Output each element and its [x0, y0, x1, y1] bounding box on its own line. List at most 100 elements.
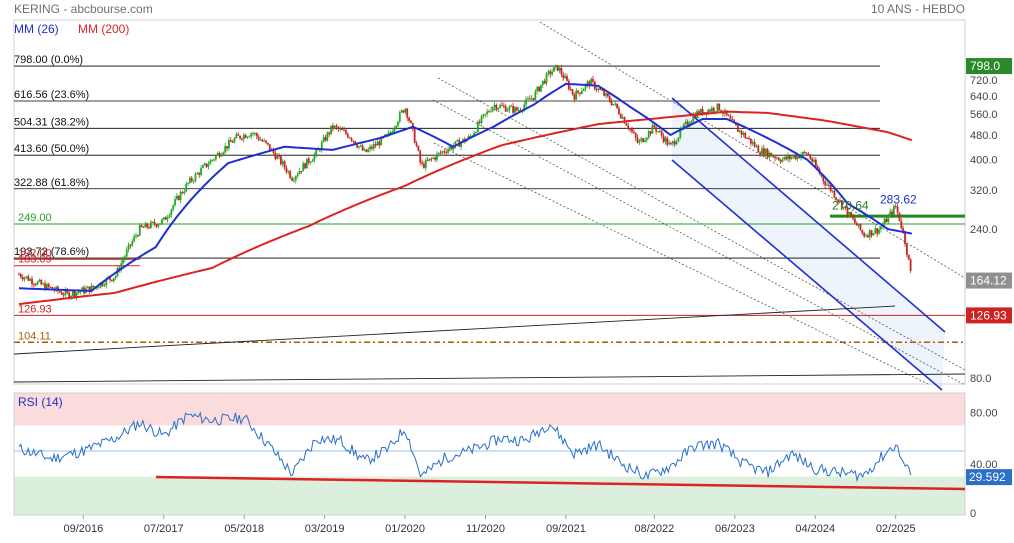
candle-body: [29, 278, 32, 281]
candle-body: [540, 84, 542, 92]
candle-body: [876, 228, 879, 234]
candle-body: [499, 105, 502, 108]
candle-body: [874, 228, 877, 234]
candle-body: [88, 286, 91, 293]
candle-body: [699, 108, 702, 115]
candle-body: [716, 103, 719, 112]
legend-mm26: MM (26): [14, 22, 59, 36]
candle-body: [125, 249, 128, 257]
candle-body: [785, 156, 788, 160]
candle-body: [172, 205, 175, 210]
candle-body: [324, 137, 327, 141]
candle-body: [60, 292, 63, 295]
candle-body: [170, 209, 173, 215]
candle-body: [257, 136, 260, 140]
candle-body: [805, 152, 808, 154]
candle-body: [410, 120, 412, 123]
x-axis-tick: 07/2017: [144, 523, 184, 535]
candle-body: [90, 285, 93, 293]
candle-body: [751, 142, 754, 144]
candle-body: [803, 151, 806, 153]
candle-body: [443, 151, 446, 153]
candle-body: [566, 76, 568, 81]
candle-body: [865, 235, 867, 237]
candle-body: [237, 134, 240, 136]
support-label: 192.00: [18, 247, 52, 259]
candle-body: [168, 214, 171, 218]
candle-body: [110, 279, 113, 282]
candle-body: [356, 144, 358, 148]
trend-channel-dashed: [437, 77, 966, 371]
candle-body: [900, 221, 903, 229]
candle-body: [25, 276, 28, 278]
candle-body: [668, 142, 671, 145]
candle-body: [404, 108, 407, 113]
candle-body: [662, 135, 665, 142]
fibonacci-label: 798.00 (0.0%): [14, 54, 83, 66]
candle-body: [430, 158, 433, 160]
rsi-line: [18, 411, 912, 483]
candle-body: [748, 138, 750, 140]
candle-body: [679, 128, 682, 138]
candle-body: [495, 104, 498, 110]
fibonacci-label: 322.88 (61.8%): [14, 177, 89, 189]
candle-body: [311, 160, 314, 162]
candle-body: [790, 157, 793, 159]
candle-body: [536, 86, 539, 92]
candle-body: [658, 130, 661, 132]
candle-body: [304, 163, 306, 169]
candle-body: [365, 149, 368, 153]
candle-body: [174, 199, 176, 206]
candle-body: [112, 278, 115, 282]
rsi-overbought-zone: [14, 393, 965, 426]
candle-body: [114, 276, 117, 279]
candle-body: [222, 152, 225, 155]
candle-body: [211, 159, 214, 161]
candle-body: [346, 133, 349, 138]
candle-body: [835, 197, 838, 200]
candle-body: [861, 230, 864, 234]
candle-body: [599, 88, 602, 90]
candle-body: [478, 121, 481, 123]
chart-title: KERING - abcbourse.com: [14, 2, 153, 16]
candle-body: [580, 91, 583, 94]
candle-body: [870, 230, 873, 236]
candle-body: [634, 132, 637, 138]
price-tag-box: [966, 307, 1012, 324]
candle-body: [573, 94, 576, 100]
candle-body: [766, 149, 769, 158]
candle-body: [109, 277, 111, 280]
candle-body: [764, 149, 767, 156]
candle-body: [400, 110, 403, 113]
candle-body: [235, 134, 238, 139]
price-tag-label: 126.93: [970, 308, 1007, 322]
candle-body: [31, 278, 33, 284]
x-axis-tick: 06/2023: [715, 523, 755, 535]
candle-body: [543, 80, 546, 84]
candle-body: [775, 157, 778, 159]
fibonacci-label: 413.60 (50.0%): [14, 143, 89, 155]
candle-body: [19, 274, 22, 278]
candle-body: [276, 155, 279, 160]
candle-body: [896, 206, 899, 213]
candle-body: [850, 211, 853, 217]
candle-body: [824, 181, 827, 186]
candle-body: [345, 130, 347, 134]
candle-body: [159, 223, 162, 225]
candle-body: [584, 84, 587, 89]
candle-body: [428, 158, 431, 161]
candle-body: [571, 89, 574, 95]
candle-body: [101, 282, 104, 286]
candle-body: [631, 129, 633, 132]
candle-body: [822, 176, 825, 182]
candle-body: [489, 111, 492, 113]
price-axis-tick: 640.0: [970, 91, 998, 103]
candle-body: [909, 259, 912, 271]
chart-period: 10 ANS - HEBDO: [871, 2, 965, 16]
candle-body: [149, 221, 152, 228]
candle-body: [454, 141, 457, 146]
candle-body: [36, 281, 39, 285]
candle-body: [645, 137, 648, 141]
candle-body: [586, 81, 589, 85]
candle-body: [239, 135, 241, 139]
